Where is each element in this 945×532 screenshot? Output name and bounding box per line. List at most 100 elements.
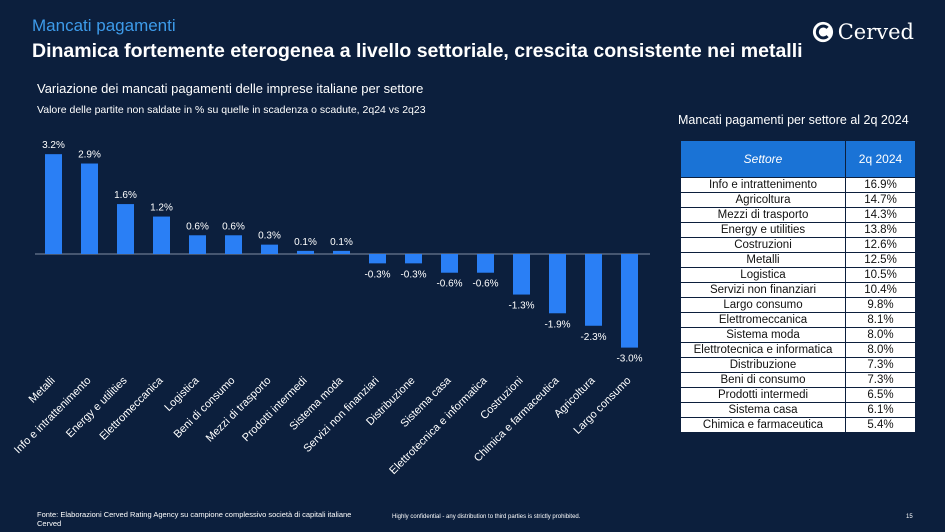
data-label-6: 0.3%: [258, 231, 281, 242]
table-row: Servizi non finanziari 10.4%: [680, 282, 916, 298]
bar-8: [333, 250, 350, 254]
table-row: Agricoltura 14.7%: [680, 192, 916, 208]
data-label-5: 0.6%: [222, 221, 245, 232]
data-label-2: 1.6%: [114, 190, 137, 201]
bar-12: [477, 254, 494, 273]
source-note: Fonte: Elaborazioni Cerved Rating Agency…: [37, 510, 352, 528]
table-row: Metalli 12.5%: [680, 252, 916, 268]
data-label-3: 1.2%: [150, 203, 173, 214]
data-label-10: -0.3%: [400, 269, 426, 280]
sector-value-cell: 8.1%: [845, 312, 916, 328]
data-label-15: -2.3%: [580, 332, 606, 343]
cerved-logo-icon: [812, 21, 833, 43]
data-label-4: 0.6%: [186, 221, 209, 232]
category-label-6: Mezzi di trasporto: [204, 375, 274, 445]
table-row: Prodotti intermedi 6.5%: [680, 387, 916, 403]
column-header-settore: Settore: [680, 140, 846, 178]
category-label-2: Energy e utilities: [64, 374, 130, 440]
bar-9: [369, 254, 386, 264]
bar-6: [261, 244, 278, 254]
data-label-12: -0.6%: [472, 279, 498, 290]
data-label-13: -1.3%: [508, 301, 534, 312]
bar-3: [153, 216, 170, 254]
table-row: Elettromeccanica 8.1%: [680, 312, 916, 328]
sector-value-cell: 10.5%: [845, 267, 916, 283]
sector-value-cell: 16.9%: [845, 177, 916, 193]
table-row: Largo consumo 9.8%: [680, 297, 916, 313]
sector-value-cell: 12.5%: [845, 252, 916, 268]
table-row: Elettrotecnica e informatica 8.0%: [680, 342, 916, 358]
data-label-1: 2.9%: [78, 150, 101, 161]
chart-title: Variazione dei mancati pagamenti delle i…: [37, 81, 424, 96]
sector-name-cell: Logistica: [680, 267, 846, 283]
sector-value-cell: 13.8%: [845, 222, 916, 238]
bar-16: [621, 254, 638, 348]
category-label-5: Beni di consumo: [172, 375, 238, 441]
category-label-0: Metalli: [27, 375, 58, 406]
confidential-note: Highly confidential - any distribution t…: [392, 514, 581, 520]
table-title: Mancati pagamenti per settore al 2q 2024: [678, 113, 909, 127]
table-row: Distribuzione 7.3%: [680, 357, 916, 373]
bar-14: [549, 254, 566, 314]
page-title: Dinamica fortemente eterogenea a livello…: [32, 40, 803, 62]
table-row: Sistema moda 8.0%: [680, 327, 916, 343]
brand-name: Cerved: [837, 20, 914, 44]
table-row: Costruzioni 12.6%: [680, 237, 916, 253]
sector-value-cell: 10.4%: [845, 282, 916, 298]
bar-13: [513, 254, 530, 295]
sector-name-cell: Largo consumo: [680, 297, 846, 313]
data-label-0: 3.2%: [42, 140, 65, 151]
sector-name-cell: Info e intrattenimento: [680, 177, 846, 193]
sector-name-cell: Metalli: [680, 252, 846, 268]
sector-value-cell: 6.1%: [845, 402, 916, 418]
table-row: Info e intrattenimento 16.9%: [680, 177, 916, 193]
data-label-8: 0.1%: [330, 237, 353, 248]
sector-value-cell: 6.5%: [845, 387, 916, 403]
sector-name-cell: Elettrotecnica e informatica: [680, 342, 846, 358]
bar-5: [225, 235, 242, 254]
bar-11: [441, 254, 458, 273]
bar-7: [297, 250, 314, 254]
sector-value-cell: 9.8%: [845, 297, 916, 313]
data-label-9: -0.3%: [364, 269, 390, 280]
sector-name-cell: Costruzioni: [680, 237, 846, 253]
table-row: Sistema casa 6.1%: [680, 402, 916, 418]
bar-0: [45, 154, 62, 254]
page-number: 15: [906, 514, 913, 520]
table-row: Chimica e farmaceutica 5.4%: [680, 417, 916, 433]
sector-value-cell: 8.0%: [845, 342, 916, 358]
table-body: Info e intrattenimento 16.9% Agricoltura 14…: [680, 177, 916, 433]
cerved-logo: Cerved: [812, 20, 914, 44]
section-subtitle: Mancati pagamenti: [32, 16, 176, 35]
sector-name-cell: Beni di consumo: [680, 372, 846, 388]
table-row: Energy e utilities 13.8%: [680, 222, 916, 238]
sector-value-cell: 7.3%: [845, 357, 916, 373]
bar-10: [405, 254, 422, 264]
sector-value-cell: 14.7%: [845, 192, 916, 208]
category-label-3: Elettromeccanica: [97, 374, 166, 443]
sector-value-cell: 12.6%: [845, 237, 916, 253]
sector-name-cell: Energy e utilities: [680, 222, 846, 238]
table-header-row: Settore 2q 2024: [680, 140, 916, 178]
table-row: Logistica 10.5%: [680, 267, 916, 283]
sector-name-cell: Servizi non finanziari: [680, 282, 846, 298]
sector-name-cell: Prodotti intermedi: [680, 387, 846, 403]
sector-value-cell: 14.3%: [845, 207, 916, 223]
table-row: Mezzi di trasporto 14.3%: [680, 207, 916, 223]
table-row: Beni di consumo 7.3%: [680, 372, 916, 388]
data-label-16: -3.0%: [616, 354, 642, 365]
sector-name-cell: Chimica e farmaceutica: [680, 417, 846, 433]
sector-name-cell: Distribuzione: [680, 357, 846, 373]
data-label-7: 0.1%: [294, 237, 317, 248]
sector-name-cell: Elettromeccanica: [680, 312, 846, 328]
sector-value-cell: 5.4%: [845, 417, 916, 433]
data-label-14: -1.9%: [544, 319, 570, 330]
sector-name-cell: Sistema casa: [680, 402, 846, 418]
data-label-11: -0.6%: [436, 279, 462, 290]
sector-table: Settore 2q 2024 Info e intrattenimento 16…: [680, 140, 916, 433]
sector-value-cell: 7.3%: [845, 372, 916, 388]
column-header-period: 2q 2024: [845, 140, 916, 178]
bar-4: [189, 235, 206, 254]
sector-name-cell: Sistema moda: [680, 327, 846, 343]
